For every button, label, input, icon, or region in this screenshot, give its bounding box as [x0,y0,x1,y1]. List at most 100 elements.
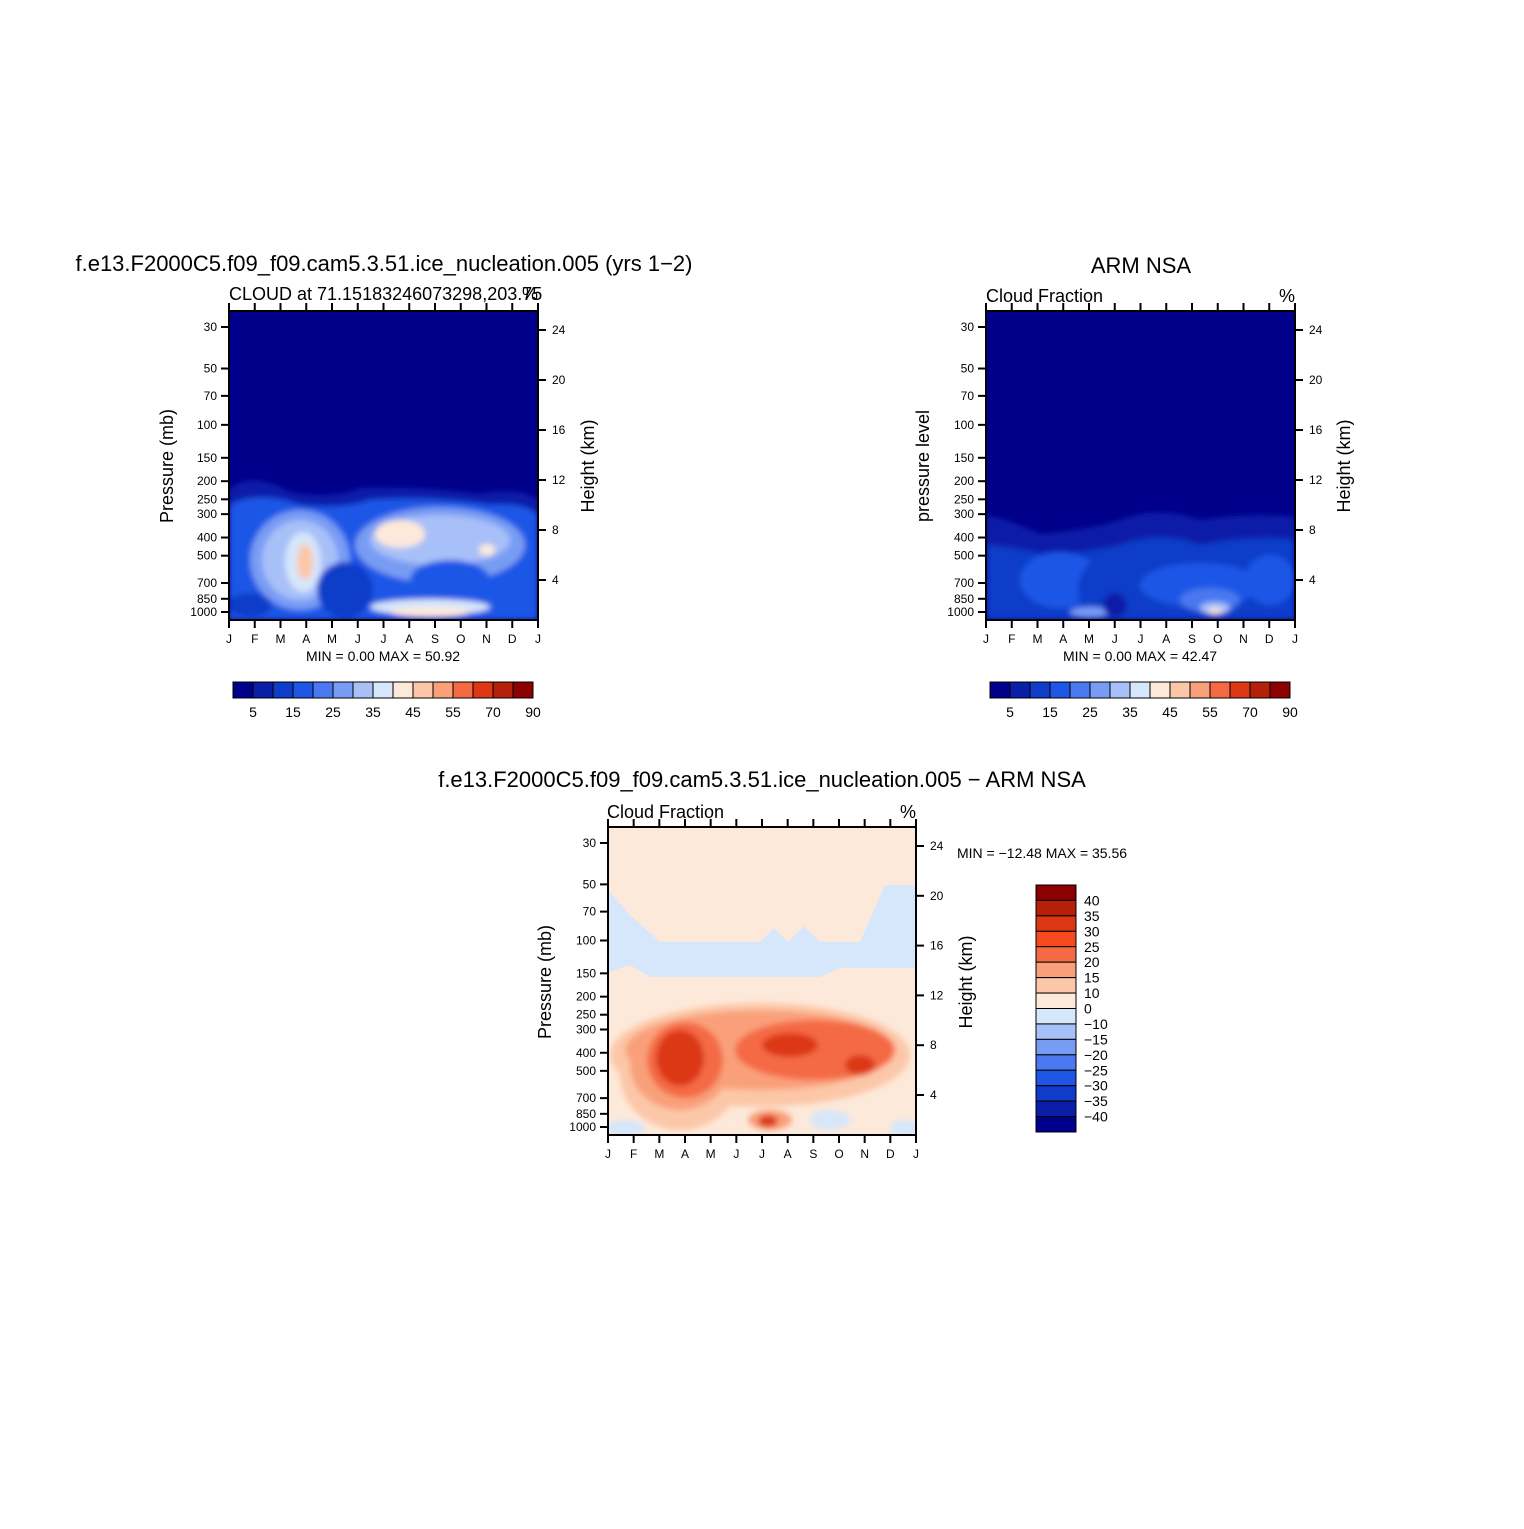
panel-observed-units: % [1279,286,1295,306]
colorbar-tick-label: 30 [1084,923,1100,939]
colorbar-tick-label: 55 [445,704,461,720]
month-tick-label: F [1008,632,1015,646]
height-tick-label: 4 [930,1088,937,1102]
colorbar-tick-label: 5 [249,704,257,720]
colorbar-swatch [1035,1023,1077,1040]
month-tick-label: J [983,632,989,646]
panel-difference-minmax: MIN = −12.48 MAX = 35.56 [957,845,1127,861]
colorbar-tick-label: −10 [1084,1016,1108,1032]
panel-difference: f.e13.F2000C5.f09_f09.cam5.3.51.ice_nucl… [438,767,1127,1161]
pressure-tick-label: 70 [961,389,975,403]
pressure-tick-label: 700 [954,576,974,590]
month-tick-label: D [508,632,517,646]
colorbar-swatch [392,681,414,699]
pressure-tick-label: 400 [954,531,974,545]
pressure-tick-label: 100 [576,934,596,948]
month-tick-label: A [681,1147,689,1161]
month-tick-label: N [482,632,491,646]
colorbar-tick-label: 20 [1084,954,1100,970]
colorbar-swatch [1035,1069,1077,1087]
colorbar-tick-label: 25 [325,704,341,720]
month-tick-label: A [1162,632,1170,646]
pressure-tick-label: 150 [954,451,974,465]
pressure-tick-label: 30 [583,836,597,850]
colorbar-swatch [1229,681,1251,699]
month-tick-label: J [355,632,361,646]
colorbar-tick-label: −40 [1084,1109,1108,1125]
panel-model-units: % [522,284,538,304]
pressure-tick-label: 250 [954,492,974,506]
colorbar-tick-label: 35 [1122,704,1138,720]
height-tick-label: 4 [1309,573,1316,587]
pressure-tick-label: 500 [954,549,974,563]
month-tick-label: A [405,632,413,646]
month-tick-label: J [1138,632,1144,646]
height-tick-label: 8 [930,1038,937,1052]
panel-observed-subtitle: Cloud Fraction [986,286,1103,306]
height-tick-label: 4 [552,573,559,587]
pressure-tick-label: 150 [197,451,217,465]
colorbar-swatch [1035,977,1077,994]
colorbar-swatch [1209,681,1231,699]
panel-difference-contour-field [608,827,916,1135]
month-tick-label: J [381,632,387,646]
colorbar-tick-label: 0 [1084,1001,1092,1017]
colorbar-tick-label: 15 [285,704,301,720]
colorbar-tick-label: 25 [1082,704,1098,720]
pressure-tick-label: 200 [954,474,974,488]
colorbar-swatch [312,681,334,699]
colorbar-tick-label: −20 [1084,1047,1108,1063]
month-tick-label: J [226,632,232,646]
pressure-tick-label: 150 [576,966,596,980]
pressure-tick-label: 50 [583,877,597,891]
month-tick-label: D [886,1147,895,1161]
month-tick-label: M [276,632,286,646]
colorbar-tick-label: 15 [1042,704,1058,720]
month-tick-label: O [834,1147,843,1161]
pressure-tick-label: 250 [576,1008,596,1022]
colorbar-swatch [412,681,434,699]
month-tick-label: S [431,632,439,646]
panel-difference-ylabel-left: Pressure (mb) [535,925,555,1039]
height-tick-label: 20 [930,889,944,903]
colorbar-swatch [1035,1100,1077,1118]
colorbar-swatch [1035,946,1077,963]
month-tick-label: M [1033,632,1043,646]
colorbar-swatch [1029,681,1051,699]
month-tick-label: M [706,1147,716,1161]
month-tick-label: J [1292,632,1298,646]
colorbar-tick-label: 40 [1084,892,1100,908]
month-tick-label: S [1188,632,1196,646]
colorbar-swatch [272,681,294,699]
colorbar-swatch [1049,681,1071,699]
panel-observed-ylabel-right: Height (km) [1334,419,1354,512]
panel-observed-minmax: MIN = 0.00 MAX = 42.47 [1063,648,1217,664]
month-tick-label: J [535,632,541,646]
month-tick-label: S [809,1147,817,1161]
colorbar-swatch [492,681,514,699]
panel-model-subtitle: CLOUD at 71.15183246073298,203.75 [229,284,542,304]
colorbar-swatch [989,681,1011,699]
colorbar-swatch [352,681,374,699]
panel-model-minmax: MIN = 0.00 MAX = 50.92 [306,648,460,664]
colorbar-swatch [1009,681,1031,699]
panel-model-contour-field [229,311,538,620]
pressure-tick-label: 300 [576,1022,596,1036]
month-tick-label: J [913,1147,919,1161]
panel-model-ylabel-right: Height (km) [578,419,598,512]
pressure-tick-label: 850 [954,592,974,606]
month-tick-label: J [605,1147,611,1161]
height-tick-label: 20 [552,373,566,387]
colorbar-swatch [1069,681,1091,699]
colorbar-swatch [372,681,394,699]
colorbar-swatch [332,681,354,699]
height-tick-label: 24 [552,323,566,337]
month-tick-label: F [630,1147,637,1161]
panel-observed: ARM NSA Cloud Fraction % pressure level … [913,253,1354,720]
pressure-tick-label: 400 [197,531,217,545]
pressure-tick-label: 70 [583,905,597,919]
pressure-tick-label: 100 [954,418,974,432]
colorbar-swatch [1035,1116,1077,1133]
colorbar-tick-label: 35 [365,704,381,720]
